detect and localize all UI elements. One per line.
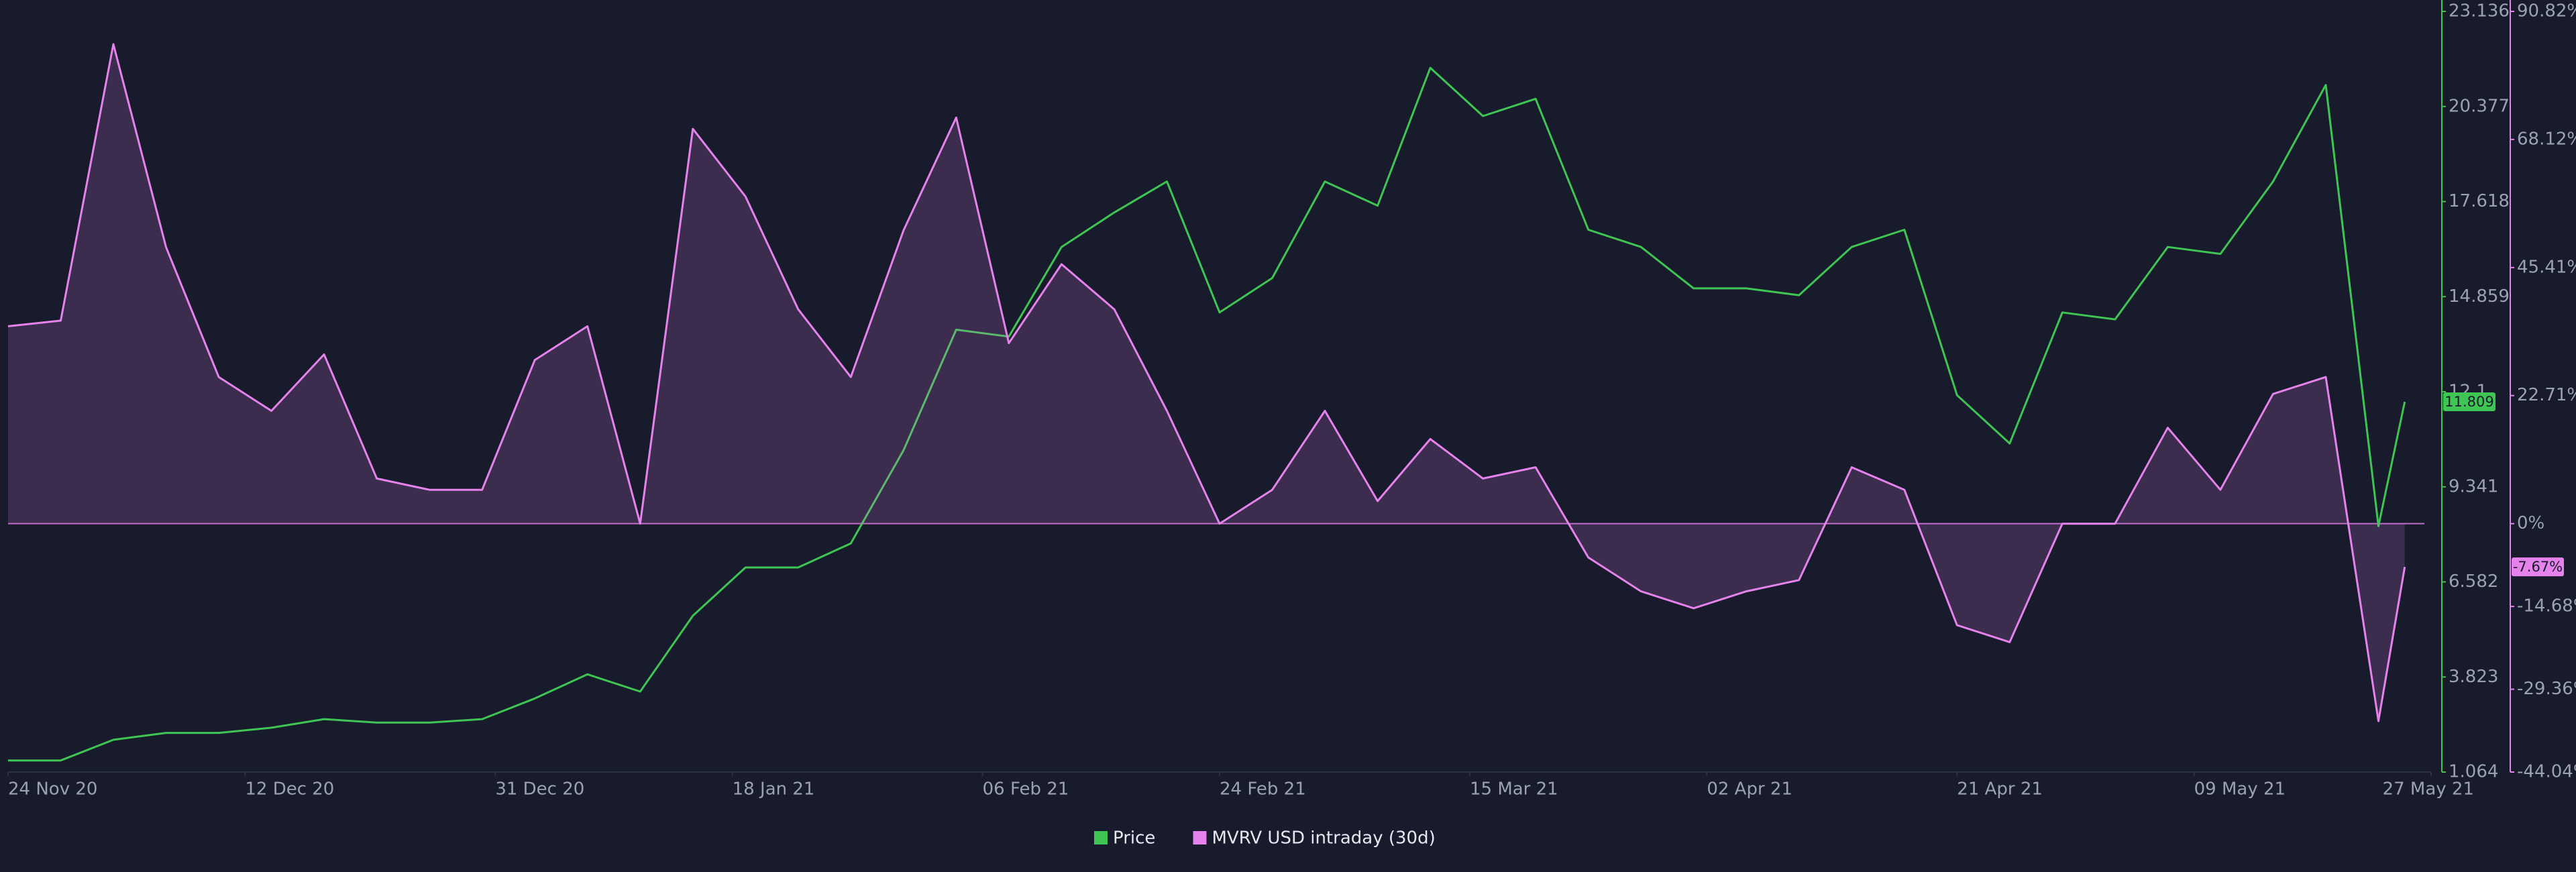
badge-box bbox=[2512, 557, 2564, 577]
y2-tick-label: 90.82% bbox=[2517, 1, 2576, 21]
x-tick-label: 15 Mar 21 bbox=[1470, 779, 1558, 800]
badge-label: -7.67% bbox=[2513, 559, 2563, 575]
last-value-badge: 11.809 bbox=[2443, 392, 2496, 411]
x-tick-label: 31 Dec 20 bbox=[495, 779, 584, 800]
x-tick-label: 12 Dec 20 bbox=[245, 779, 334, 800]
y-tick-label: 3.823 bbox=[2449, 667, 2498, 687]
x-tick-label: 27 May 21 bbox=[2383, 779, 2474, 800]
y-tick-label: 1.064 bbox=[2449, 762, 2498, 782]
y2-tick-label: 68.12% bbox=[2517, 129, 2576, 149]
y2-tick-label: -44.04% bbox=[2517, 762, 2576, 782]
legend-swatch bbox=[1193, 831, 1207, 844]
x-tick-label: 21 Apr 21 bbox=[1957, 779, 2043, 800]
y-tick-label: 9.341 bbox=[2449, 476, 2498, 496]
y2-tick-label: 0% bbox=[2517, 513, 2544, 533]
legend-label: Price bbox=[1113, 828, 1155, 849]
series-line bbox=[8, 66, 2406, 762]
x-tick-label: 24 Feb 21 bbox=[1220, 779, 1306, 800]
y-tick-label: 14.859 bbox=[2449, 286, 2510, 307]
badge-box bbox=[2443, 392, 2496, 411]
y-tick-label: 17.618 bbox=[2449, 191, 2510, 211]
series-line bbox=[7, 43, 2406, 722]
legend-label: MVRV USD intraday (30d) bbox=[1212, 828, 1436, 849]
y2-tick-label: 45.41% bbox=[2517, 257, 2576, 277]
y-tick-label: 23.136 bbox=[2449, 1, 2510, 21]
x-tick-label: 02 Apr 21 bbox=[1707, 779, 1792, 800]
badge-label: 11.809 bbox=[2445, 394, 2493, 410]
y2-tick-label: -29.36% bbox=[2517, 679, 2576, 699]
legend-swatch bbox=[1094, 831, 1108, 844]
x-tick-label: 09 May 21 bbox=[2194, 779, 2286, 800]
x-tick-label: 06 Feb 21 bbox=[983, 779, 1069, 800]
y-tick-label: 6.582 bbox=[2449, 571, 2498, 592]
x-tick-label: 18 Jan 21 bbox=[733, 779, 815, 800]
y2-tick-label: -14.68% bbox=[2517, 596, 2576, 616]
last-value-badge: -7.67% bbox=[2512, 557, 2564, 577]
y2-tick-label: 22.71% bbox=[2517, 385, 2576, 405]
x-tick-label: 24 Nov 20 bbox=[8, 779, 97, 800]
mvrv-area bbox=[8, 44, 2405, 721]
y-tick-label: 20.377 bbox=[2449, 96, 2510, 116]
